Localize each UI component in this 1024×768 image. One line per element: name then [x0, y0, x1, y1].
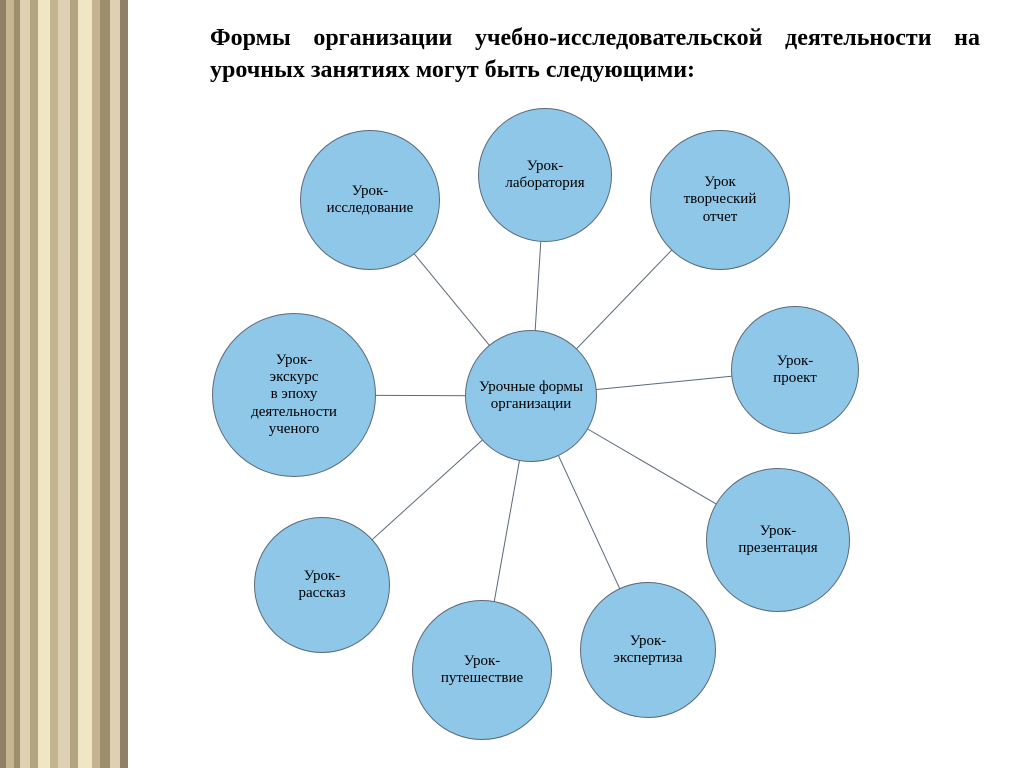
outer-node-1-label: Урок- исследование: [327, 183, 414, 218]
outer-node-6-label: Урок- рассказ: [298, 568, 345, 603]
outer-node-5: Урок- проект: [731, 306, 859, 434]
outer-node-5-label: Урок- проект: [773, 353, 817, 388]
outer-node-3-label: Урок творческий отчет: [684, 174, 757, 226]
outer-node-4-label: Урок- экскурс в эпоху деятельности учено…: [251, 352, 337, 438]
page: Формы организации учебно-исследовательск…: [0, 0, 1024, 768]
outer-node-8-label: Урок- путешествие: [441, 653, 523, 688]
outer-node-9-label: Урок- экспертиза: [613, 633, 682, 668]
outer-node-6: Урок- рассказ: [254, 517, 390, 653]
outer-node-3: Урок творческий отчет: [650, 130, 790, 270]
center-node: Урочные формы организации: [465, 330, 597, 462]
outer-node-4: Урок- экскурс в эпоху деятельности учено…: [212, 313, 376, 477]
outer-node-9: Урок- экспертиза: [580, 582, 716, 718]
center-node-label: Урочные формы организации: [472, 379, 590, 414]
outer-node-2: Урок- лаборатория: [478, 108, 612, 242]
outer-node-8: Урок- путешествие: [412, 600, 552, 740]
outer-node-1: Урок- исследование: [300, 130, 440, 270]
outer-node-7: Урок- презентация: [706, 468, 850, 612]
outer-node-2-label: Урок- лаборатория: [505, 158, 584, 193]
outer-node-7-label: Урок- презентация: [738, 523, 817, 558]
